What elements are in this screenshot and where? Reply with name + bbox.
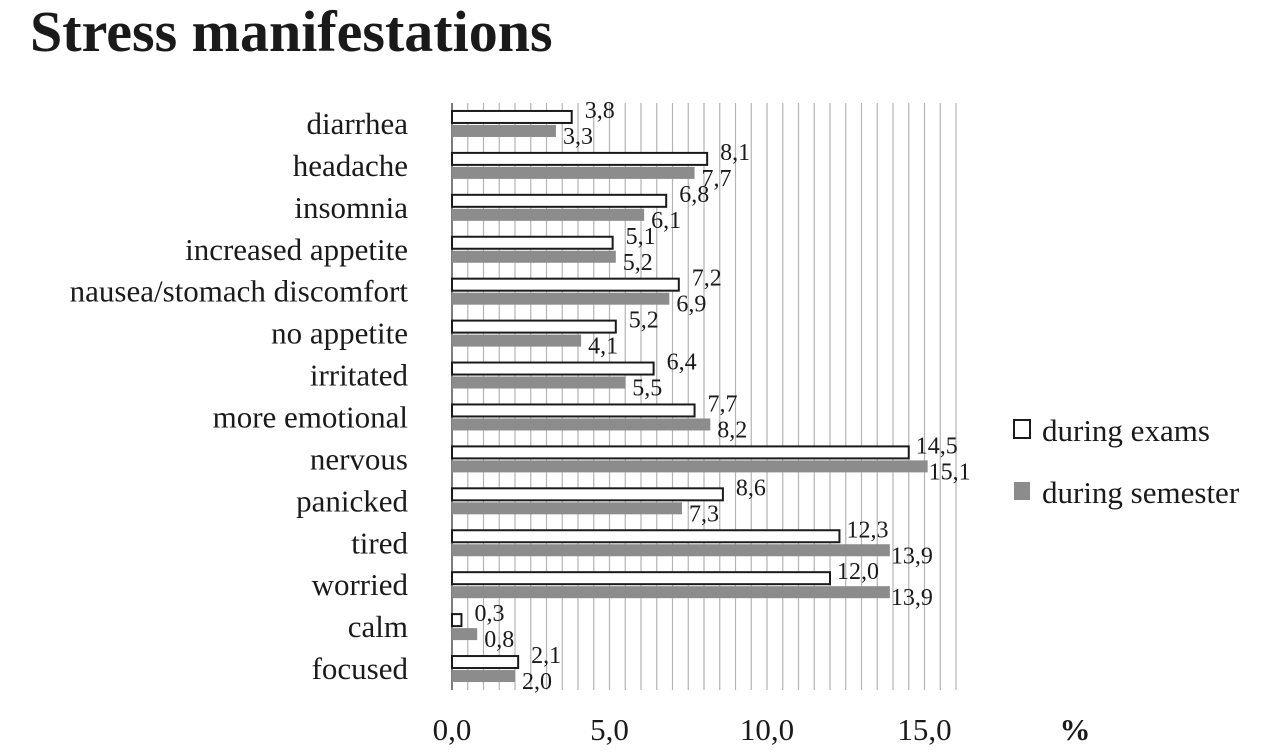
x-tick-label: 15,0 [897, 712, 951, 747]
bar-during-exams [451, 361, 655, 376]
x-axis-unit-label: % [1060, 712, 1091, 747]
bar-during-exams [451, 487, 724, 502]
category-label: worried [312, 567, 409, 602]
bar-during-exams [451, 613, 463, 628]
bar-during-semester [452, 460, 928, 473]
data-label: 8,1 [720, 140, 750, 166]
bar-during-exams [451, 403, 696, 418]
data-label: 5,2 [629, 308, 659, 334]
data-label: 4,1 [588, 334, 618, 360]
data-label: 7,3 [689, 501, 719, 527]
bar-during-exams [451, 445, 910, 460]
category-label: focused [312, 651, 409, 686]
category-label: increased appetite [185, 232, 408, 267]
data-label: 8,6 [736, 475, 766, 501]
bar-during-semester [452, 334, 582, 347]
data-label: 2,1 [531, 643, 561, 669]
bar-during-semester [452, 166, 695, 179]
data-label: 6,9 [676, 292, 706, 318]
data-label: 5,2 [623, 250, 653, 276]
bar-during-semester [452, 250, 616, 263]
bar-during-semester [452, 124, 556, 137]
bar-during-exams [451, 529, 841, 544]
legend-label: during exams [1042, 413, 1210, 448]
bar-during-semester [452, 628, 478, 641]
category-label: headache [293, 148, 408, 183]
data-label: 14,5 [916, 433, 958, 459]
bar-during-exams [451, 235, 614, 250]
category-label: tired [351, 525, 408, 560]
data-label: 6,1 [651, 208, 681, 234]
data-label: 2,0 [522, 669, 552, 695]
data-label: 7,7 [702, 166, 732, 192]
data-label: 5,5 [632, 376, 662, 402]
bar-during-semester [452, 502, 682, 515]
category-label: diarrhea [306, 106, 408, 141]
data-label: 15,1 [929, 459, 971, 485]
category-label: nausea/stomach discomfort [70, 274, 409, 309]
data-label: 13,9 [891, 543, 933, 569]
bar-during-semester [452, 292, 670, 305]
bar-during-semester [452, 544, 890, 557]
category-label: more emotional [213, 399, 408, 434]
legend-swatch-during-exams [1013, 419, 1031, 439]
bar-during-semester [452, 670, 515, 683]
data-label: 13,9 [891, 585, 933, 611]
x-tick-label: 5,0 [590, 712, 629, 747]
category-label: nervous [310, 441, 408, 476]
bar-during-semester [452, 376, 626, 389]
bar-during-exams [451, 193, 668, 208]
data-label: 8,2 [717, 417, 747, 443]
bar-during-exams [451, 151, 709, 166]
data-label: 6,8 [679, 182, 709, 208]
data-label: 6,4 [667, 350, 697, 376]
category-label: insomnia [294, 190, 408, 225]
bar-during-semester [452, 586, 890, 599]
bar-during-semester [452, 418, 711, 431]
data-label: 7,2 [692, 266, 722, 292]
data-label: 12,0 [837, 559, 879, 585]
chart-title: Stress manifestations [30, 0, 553, 64]
data-label: 5,1 [626, 224, 656, 250]
category-label: no appetite [271, 316, 408, 351]
data-label: 7,7 [708, 391, 738, 417]
data-label: 12,3 [846, 517, 888, 543]
data-label: 0,3 [474, 601, 504, 627]
category-label: panicked [296, 483, 408, 518]
data-label: 3,8 [585, 98, 615, 124]
bar-during-exams [451, 319, 617, 334]
bar-during-semester [452, 208, 645, 221]
legend-swatch-during-semester [1014, 482, 1030, 500]
bar-during-exams [451, 109, 573, 124]
category-label: irritated [310, 358, 409, 393]
data-label: 3,3 [563, 124, 593, 150]
bar-during-exams [451, 655, 520, 670]
data-label: 0,8 [484, 627, 514, 653]
bar-during-exams [451, 277, 680, 292]
legend-label: during semester [1042, 475, 1240, 510]
category-label: calm [348, 609, 408, 644]
bar-during-exams [451, 571, 831, 586]
x-tick-label: 10,0 [740, 712, 794, 747]
x-tick-label: 0,0 [433, 712, 472, 747]
